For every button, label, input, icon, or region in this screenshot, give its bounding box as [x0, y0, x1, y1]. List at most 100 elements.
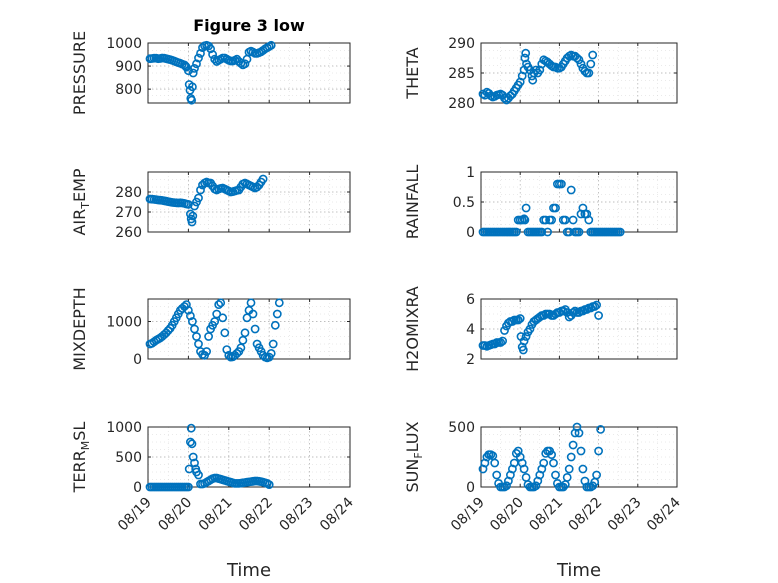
data-point [615, 227, 625, 237]
y-tick-label: 260 [115, 225, 142, 241]
data-point [188, 452, 198, 462]
x-tick-label: 08/24 [644, 494, 684, 534]
data-point [490, 339, 500, 349]
data-point [511, 227, 521, 237]
data-point [558, 306, 568, 316]
data-point [594, 311, 603, 320]
data-point [557, 179, 566, 189]
data-point [232, 348, 242, 358]
y-axis-label: MIXDEPTH [70, 287, 89, 370]
subplot-air_temp: 260 270 280 AIRTEMP [70, 168, 351, 241]
data-point [188, 68, 198, 78]
data-point [558, 482, 568, 492]
y-tick-label: 280 [448, 96, 475, 112]
data-point [545, 309, 554, 319]
data-point [566, 452, 576, 462]
data-point [208, 50, 217, 59]
data-point [185, 311, 195, 321]
data-point [568, 215, 578, 225]
data-point [187, 95, 196, 105]
axes-frame [480, 426, 678, 488]
data-point [549, 458, 558, 468]
data-point [194, 53, 203, 63]
data-point [518, 345, 528, 355]
subplot-terr_msl: 0 500 1000 08/19 08/20 08/21 08/22 08/23 08/24 TE… [70, 420, 357, 581]
y-tick-label: 0.5 [453, 195, 475, 211]
data-point [541, 215, 551, 225]
data-point [576, 446, 586, 456]
data-point [264, 480, 274, 489]
x-tick-label: 08/22 [236, 495, 276, 535]
data-point [568, 308, 578, 317]
data-point [576, 59, 586, 69]
data-point [187, 317, 197, 326]
y-axis-label: RAINFALL [403, 165, 422, 240]
data-point [240, 328, 250, 338]
data-point [224, 350, 234, 360]
data-point [551, 470, 560, 480]
y-axis-label: PRESSURE [70, 31, 89, 115]
data-point [586, 59, 596, 69]
data-point [521, 472, 531, 482]
data-point [574, 55, 584, 65]
data-point [531, 481, 541, 491]
data-point [181, 300, 191, 309]
x-tick-label: 08/21 [526, 495, 566, 535]
y-axis-label: TERRMSL [70, 422, 92, 494]
y-tick-label: 1000 [106, 315, 142, 331]
y-tick-label: 2 [466, 352, 475, 368]
data-point [274, 298, 284, 308]
x-tick-label: 08/23 [605, 495, 645, 535]
x-tick-label: 08/23 [277, 495, 317, 535]
axes-frame [147, 42, 351, 104]
subplot-theta: 280 285 290 THETA [403, 36, 678, 112]
data-point [574, 227, 584, 237]
subplot-pressure: 800 900 1000 PRESSURE Figure 3 low [70, 16, 351, 115]
x-tick-label: 08/24 [317, 494, 357, 534]
data-point [521, 203, 531, 213]
data-point [236, 58, 246, 68]
data-point [190, 324, 199, 334]
y-tick-label: 0 [133, 480, 142, 496]
data-point [212, 309, 222, 319]
data-point [500, 326, 509, 335]
data-point [520, 215, 530, 225]
data-point [187, 217, 197, 227]
y-tick-label: 1 [466, 165, 475, 181]
data-point [194, 339, 203, 349]
y-axis-label: SUNFLUX [403, 421, 425, 492]
data-point [547, 215, 556, 225]
x-axis-label: Time [556, 560, 601, 581]
data-point [566, 185, 576, 195]
data-point [185, 209, 195, 219]
data-point [268, 339, 278, 349]
data-point [186, 423, 196, 433]
data-point [218, 313, 228, 323]
data-point [248, 309, 258, 319]
x-tick-label: 08/20 [487, 495, 527, 535]
data-point [547, 450, 556, 459]
data-point [240, 59, 250, 69]
x-tick-label: 08/22 [566, 495, 606, 535]
subplot-sun_flux: 0 500 08/19 08/20 08/21 08/22 08/23 08/24 SUNFLU… [403, 420, 684, 581]
data-point [521, 332, 531, 341]
data-point [539, 458, 549, 468]
y-tick-label: 0 [466, 225, 475, 241]
data-point [187, 82, 197, 92]
data-point [179, 60, 189, 70]
x-axis-label: Time [226, 560, 271, 581]
data-point [521, 48, 531, 58]
data-point [214, 300, 224, 309]
data-point [194, 470, 203, 480]
y-tick-label: 285 [448, 66, 475, 82]
data-point [574, 428, 584, 438]
x-tick-label: 08/19 [115, 495, 155, 535]
data-point [584, 215, 594, 225]
y-tick-label: 0 [133, 352, 142, 368]
data-point [183, 482, 193, 492]
y-tick-label: 500 [115, 450, 142, 466]
data-point [196, 185, 205, 195]
y-tick-label: 800 [115, 82, 142, 98]
data-point [187, 439, 197, 449]
